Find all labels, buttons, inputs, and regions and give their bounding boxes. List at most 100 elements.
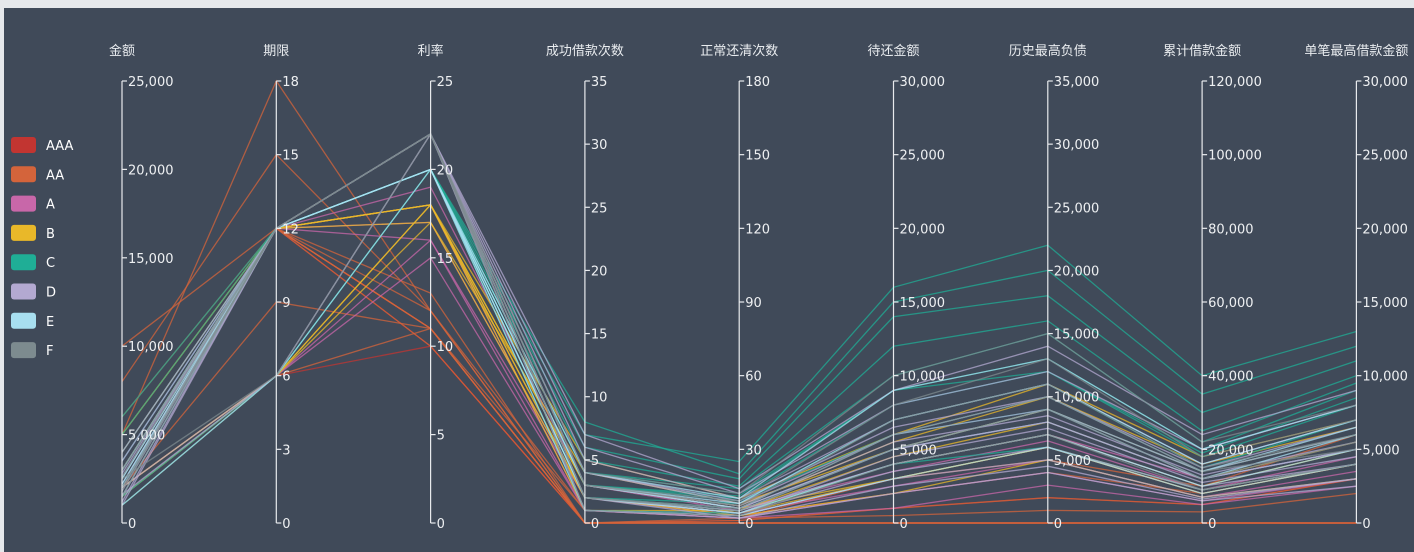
legend-swatch[interactable] [11,166,36,183]
tick-label: 25,000 [1054,201,1100,216]
chart-frame: 金额 0 5,000 10,000 15,000 20,000 25,000 期限 0 3 6 9 12… [4,8,1414,552]
tick-label: 0 [745,517,753,532]
tick-label: 20 [437,163,454,178]
axis: 期限 0 3 6 9 12 15 18 [263,44,299,532]
tick-label: 150 [745,149,770,164]
tick-label: 12 [282,222,299,237]
legend-item[interactable]: A [11,195,55,213]
tick-label: 10,000 [1054,391,1100,406]
legend-item[interactable]: F [11,342,53,359]
legend-swatch[interactable] [11,342,36,359]
axis: 累计借款金额 0 20,000 40,000 60,000 80,000 100,000 12… [1163,43,1262,532]
legend-swatch[interactable] [11,195,36,212]
tick-label: 15,000 [1362,296,1408,311]
axis: 历史最高负债 0 5,000 10,000 15,000 20,000 25,000 30,0… [1009,43,1100,532]
legend-item[interactable]: AAA [11,137,74,154]
tick-label: 30,000 [1362,75,1408,90]
tick-label: 30 [745,443,762,458]
tick-label: 15 [437,252,454,267]
axis-title: 正常还清次数 [700,43,778,59]
tick-label: 0 [1208,517,1216,532]
legend-item[interactable]: C [11,254,55,271]
legend-item[interactable]: D [11,283,56,301]
tick-label: 9 [282,296,290,311]
legend-label[interactable]: AA [46,168,64,183]
axes: 金额 0 5,000 10,000 15,000 20,000 25,000 期限 0 3 6 9 12… [109,43,1408,532]
tick-label: 20,000 [1362,222,1408,237]
axis: 正常还清次数 0 30 60 90 120 150 180 [700,43,778,532]
tick-label: 0 [128,517,136,532]
tick-label: 10 [437,340,454,355]
tick-label: 60,000 [1208,296,1254,311]
tick-label: 0 [1054,517,1062,532]
tick-label: 40,000 [1208,370,1254,385]
legend-item[interactable]: B [11,224,55,242]
tick-label: 30 [591,138,608,153]
axis-title: 累计借款金额 [1163,43,1241,59]
legend-label[interactable]: E [46,315,54,330]
legend-label[interactable]: B [46,227,55,242]
tick-label: 5 [591,454,599,469]
legend-item[interactable]: AA [11,166,64,183]
tick-label: 5,000 [128,429,165,444]
tick-label: 5,000 [1054,454,1091,469]
legend-item[interactable]: E [11,312,54,330]
tick-label: 180 [745,75,770,90]
tick-label: 5,000 [900,443,937,458]
tick-label: 25,000 [128,75,174,90]
legend-swatch[interactable] [11,224,36,241]
tick-label: 25,000 [900,149,946,164]
legend-swatch[interactable] [11,254,36,271]
tick-label: 5,000 [1362,443,1399,458]
tick-label: 100,000 [1208,149,1262,164]
axis-title: 金额 [109,43,135,59]
parallel-coordinates-chart: 金额 0 5,000 10,000 15,000 20,000 25,000 期限 0 3 6 9 12… [11,43,1408,532]
tick-label: 30,000 [1054,138,1100,153]
legend-swatch[interactable] [11,312,36,329]
tick-label: 6 [282,370,290,385]
tick-label: 10 [591,391,608,406]
legend-label[interactable]: AAA [46,139,74,154]
tick-label: 18 [282,75,299,90]
tick-label: 35 [591,75,608,90]
tick-label: 10,000 [1362,370,1408,385]
tick-label: 0 [591,517,599,532]
tick-label: 0 [437,517,445,532]
tick-label: 20 [591,264,608,279]
tick-label: 0 [282,517,290,532]
tick-label: 120,000 [1208,75,1262,90]
tick-label: 25 [437,75,454,90]
tick-label: 10,000 [128,340,174,355]
axis-title: 期限 [263,44,289,59]
legend-swatch[interactable] [11,137,36,153]
tick-label: 90 [745,296,762,311]
tick-label: 15 [591,328,608,343]
axis-title: 历史最高负债 [1009,43,1087,59]
legend-label[interactable]: D [46,286,56,301]
tick-label: 25,000 [1362,149,1408,164]
legend-label[interactable]: F [46,344,53,359]
tick-label: 80,000 [1208,222,1254,237]
legend-label[interactable]: C [46,256,55,271]
tick-label: 3 [282,443,290,458]
tick-label: 5 [437,429,445,444]
tick-label: 120 [745,222,770,237]
axis-title: 待还金额 [867,43,919,59]
axis: 待还金额 0 5,000 10,000 15,000 20,000 25,000 30,000 [867,43,945,532]
tick-label: 60 [745,370,762,385]
tick-label: 25 [591,201,608,216]
tick-label: 0 [1362,517,1370,532]
tick-label: 15,000 [128,252,174,267]
tick-label: 15 [282,149,299,164]
axis: 单笔最高借款金额 0 5,000 10,000 15,000 20,000 25,000 30… [1304,43,1408,532]
tick-label: 0 [900,517,908,532]
tick-label: 20,000 [1208,443,1254,458]
axis: 利率 0 5 10 15 20 25 [418,43,454,532]
tick-label: 20,000 [1054,264,1100,279]
legend-label[interactable]: A [46,198,55,213]
tick-label: 20,000 [900,222,946,237]
legend-swatch[interactable] [11,283,36,300]
axis: 金额 0 5,000 10,000 15,000 20,000 25,000 [109,43,174,532]
tick-label: 20,000 [128,163,174,178]
